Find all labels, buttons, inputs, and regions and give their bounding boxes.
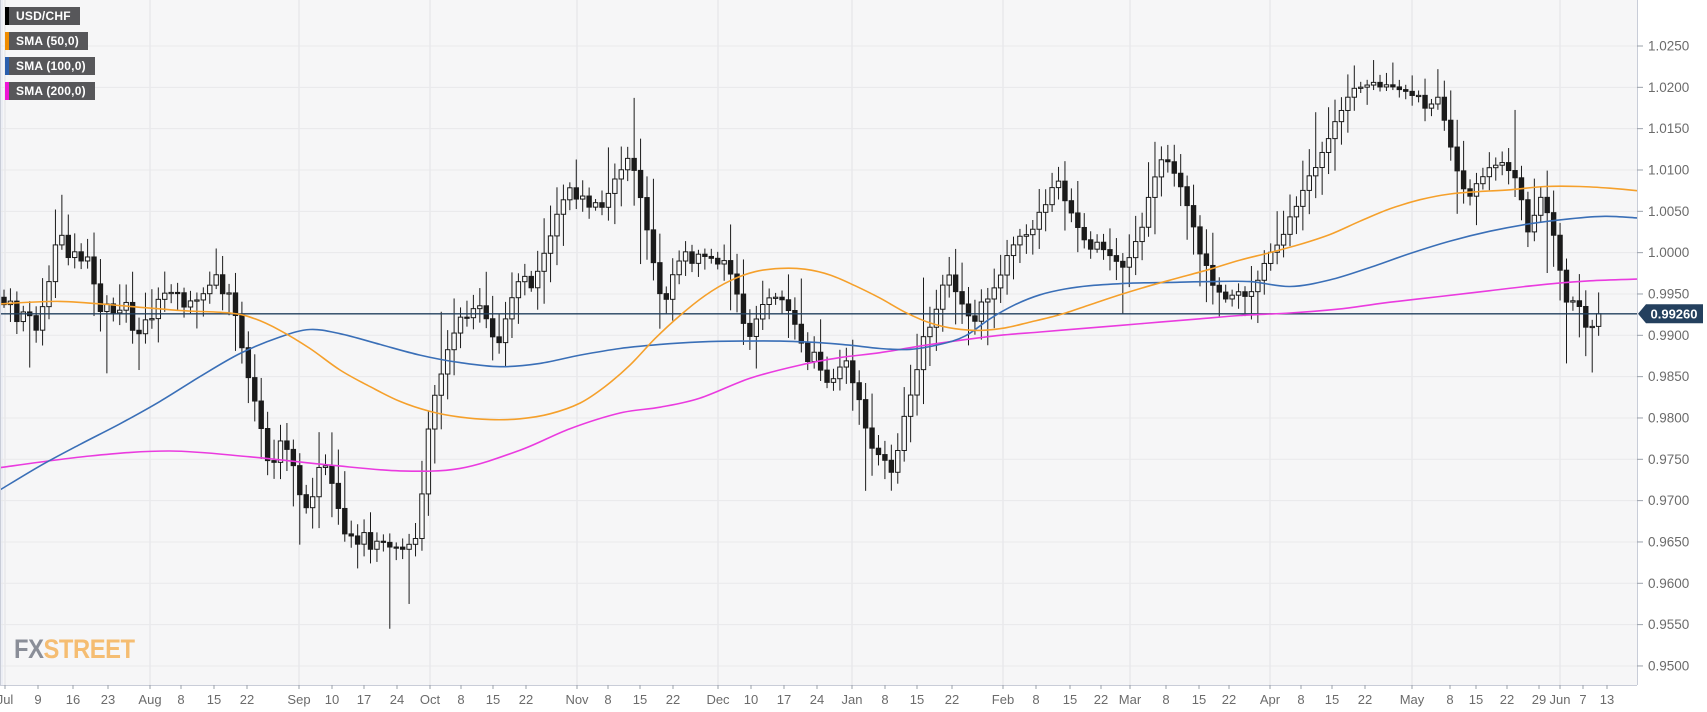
x-axis-label: Jul	[0, 692, 13, 707]
y-axis-label: 0.9850	[1648, 369, 1689, 384]
legend-label: SMA (100,0)	[9, 57, 95, 75]
x-axis-label: May	[1400, 692, 1425, 707]
x-axis-label: 15	[633, 692, 647, 707]
x-axis-label: Jan	[842, 692, 863, 707]
y-axis-label: 0.9600	[1648, 576, 1689, 591]
x-axis-label: 8	[457, 692, 464, 707]
y-axis-label: 1.0050	[1648, 204, 1689, 219]
x-axis-label: 8	[1297, 692, 1304, 707]
x-axis: Jul 9 16 23 Aug 8 15 22 Sep 10 17 24 Oct 8 15 22 Nov 8 15 2…	[0, 685, 1614, 707]
x-axis-label: Apr	[1260, 692, 1281, 707]
x-axis-label: 22	[666, 692, 680, 707]
x-axis-label: 22	[1500, 692, 1514, 707]
x-axis-label: 8	[1162, 692, 1169, 707]
watermark-fx: FX	[14, 634, 44, 664]
x-axis-label: 8	[881, 692, 888, 707]
x-axis-label: 17	[777, 692, 791, 707]
x-axis-label: Nov	[565, 692, 589, 707]
x-axis-label: 24	[390, 692, 404, 707]
y-axis-label: 0.9550	[1648, 617, 1689, 632]
y-axis-label: 0.9700	[1648, 493, 1689, 508]
current-price-label: 0.99260	[1651, 306, 1698, 321]
x-axis-label: 15	[486, 692, 500, 707]
legend-item-sma-50-0[interactable]: SMA (50,0)	[5, 32, 88, 50]
x-axis-label: 22	[1222, 692, 1236, 707]
vertical-gridlines	[4, 0, 1561, 685]
x-axis-label: 23	[101, 692, 115, 707]
current-price-marker: 0.99260	[1638, 304, 1703, 324]
fxstreet-watermark: FXSTREET	[14, 634, 135, 665]
x-axis-label: 22	[1094, 692, 1108, 707]
x-axis-label: 15	[1192, 692, 1206, 707]
y-axis-label: 0.9800	[1648, 410, 1689, 425]
x-axis-label: 15	[1469, 692, 1483, 707]
x-axis-label: 29	[1532, 692, 1546, 707]
y-axis-label: 1.0100	[1648, 162, 1689, 177]
legend: USD/CHF SMA (50,0) SMA (100,0) SMA (200,0)	[5, 7, 95, 107]
legend-color-bar	[5, 82, 9, 100]
plot-border	[0, 0, 1638, 686]
y-axis-label: 1.0250	[1648, 39, 1689, 54]
x-axis-label: 15	[1063, 692, 1077, 707]
candles-layer	[1, 60, 1602, 629]
y-axis-label: 1.0000	[1648, 245, 1689, 260]
x-axis-label: 22	[945, 692, 959, 707]
y-axis-label: 0.9500	[1648, 658, 1689, 673]
x-axis-label: 16	[66, 692, 80, 707]
legend-color-bar	[5, 57, 9, 75]
x-axis-label: 15	[910, 692, 924, 707]
sma-50-line	[0, 185, 1637, 421]
legend-item-sma-200-0[interactable]: SMA (200,0)	[5, 82, 95, 100]
x-axis-label: 15	[207, 692, 221, 707]
x-axis-label: 7	[1579, 692, 1586, 707]
x-axis-label: 8	[177, 692, 184, 707]
y-axis-label: 0.9900	[1648, 328, 1689, 343]
x-axis-label: 22	[240, 692, 254, 707]
sma-100-line	[0, 215, 1637, 491]
legend-item-usd-chf[interactable]: USD/CHF	[5, 7, 80, 25]
x-axis-label: Mar	[1119, 692, 1142, 707]
x-axis-label: 10	[325, 692, 339, 707]
sma-200-line	[0, 278, 1637, 473]
plot-left-strip	[0, 0, 3, 685]
legend-label: USD/CHF	[9, 7, 80, 25]
x-axis-label: Sep	[287, 692, 310, 707]
x-axis-label: 22	[519, 692, 533, 707]
y-axis: 1.0250 1.0200 1.0150 1.0100 1.0050 1.0000 0.99…	[1637, 39, 1689, 673]
x-axis-label: 8	[1032, 692, 1039, 707]
x-axis-label: Feb	[992, 692, 1014, 707]
x-axis-label: Oct	[420, 692, 441, 707]
x-axis-label: 13	[1600, 692, 1614, 707]
x-axis-label: Dec	[706, 692, 730, 707]
x-axis-label: 22	[1358, 692, 1372, 707]
legend-color-bar	[5, 32, 9, 50]
x-axis-label: 8	[604, 692, 611, 707]
y-axis-label: 1.0150	[1648, 121, 1689, 136]
x-axis-label: 8	[1446, 692, 1453, 707]
x-axis-label: Aug	[138, 692, 161, 707]
legend-color-bar	[5, 7, 9, 25]
y-axis-label: 0.9750	[1648, 452, 1689, 467]
legend-item-sma-100-0[interactable]: SMA (100,0)	[5, 57, 95, 75]
legend-label: SMA (200,0)	[9, 82, 95, 100]
x-axis-label: 17	[357, 692, 371, 707]
x-axis-label: Jun	[1550, 692, 1571, 707]
x-axis-label: 15	[1325, 692, 1339, 707]
y-axis-label: 0.9650	[1648, 534, 1689, 549]
horizontal-gridlines	[0, 45, 1637, 667]
y-axis-label: 1.0200	[1648, 80, 1689, 95]
x-axis-label: 9	[34, 692, 41, 707]
y-axis-label: 0.9950	[1648, 286, 1689, 301]
watermark-street: STREET	[43, 634, 135, 664]
legend-label: SMA (50,0)	[9, 32, 88, 50]
x-axis-label: 10	[744, 692, 758, 707]
x-axis-label: 24	[810, 692, 824, 707]
sma-lines	[0, 185, 1637, 491]
